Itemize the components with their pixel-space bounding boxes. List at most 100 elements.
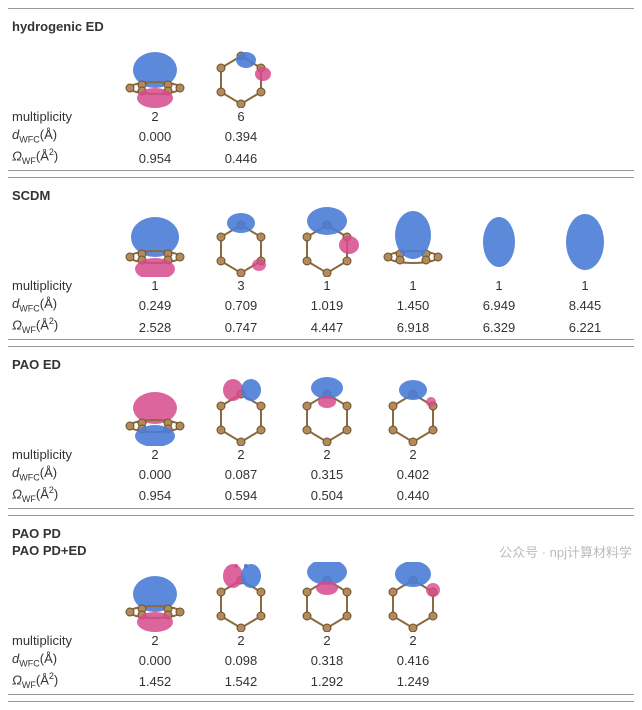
value-cell: 0.000 [112, 128, 198, 146]
orbital-viz [284, 376, 370, 446]
value-cell: 0.315 [284, 466, 370, 484]
value-cell: 2 [198, 632, 284, 650]
orbital-viz [112, 562, 198, 632]
row-label-omega: ΩWF(Å2) [8, 315, 112, 337]
value-cell: 0.087 [198, 466, 284, 484]
value-cell: 0.394 [198, 128, 284, 146]
value-cell: 1.292 [284, 673, 370, 691]
value-cell: 0.098 [198, 652, 284, 670]
value-cell: 6.329 [456, 319, 542, 337]
value-cell: 6.221 [542, 319, 628, 337]
row-label-omega: ΩWF(Å2) [8, 484, 112, 506]
orbital-viz [456, 207, 542, 277]
value-cell: 2 [284, 632, 370, 650]
orbital-viz [284, 207, 370, 277]
row-label-d: dWFC(Å) [8, 295, 112, 315]
data-row-omega: ΩWF(Å2)1.4521.5421.2921.249 [8, 670, 634, 695]
value-cell: 1 [112, 277, 198, 295]
panel: SCDMmultiplicity131111dWFC(Å)0.2490.7091… [8, 177, 634, 346]
value-cell: 1.019 [284, 297, 370, 315]
row-label-omega: ΩWF(Å2) [8, 146, 112, 168]
value-cell: 0.954 [112, 150, 198, 168]
orbital-row [8, 376, 634, 446]
value-cell: 2 [198, 446, 284, 464]
value-cell: 0.504 [284, 487, 370, 505]
orbital-viz [112, 207, 198, 277]
value-cell: 0.000 [112, 652, 198, 670]
row-label-multiplicity: multiplicity [8, 108, 112, 126]
value-cell: 6.949 [456, 297, 542, 315]
value-cell: 0.000 [112, 466, 198, 484]
figure-container: hydrogenic EDmultiplicity26dWFC(Å)0.0000… [8, 8, 634, 702]
data-row-multiplicity: multiplicity131111 [8, 277, 634, 295]
orbital-viz [542, 207, 628, 277]
row-label-omega: ΩWF(Å2) [8, 670, 112, 692]
value-cell: 0.249 [112, 297, 198, 315]
orbital-viz [198, 38, 284, 108]
orbital-viz [284, 562, 370, 632]
orbital-viz [370, 207, 456, 277]
value-cell: 0.416 [370, 652, 456, 670]
value-cell: 2 [370, 632, 456, 650]
row-label-multiplicity: multiplicity [8, 632, 112, 650]
value-cell: 2 [284, 446, 370, 464]
orbital-viz [112, 38, 198, 108]
value-cell: 0.954 [112, 487, 198, 505]
value-cell: 0.402 [370, 466, 456, 484]
method-label: SCDM [12, 188, 634, 203]
value-cell: 3 [198, 277, 284, 295]
value-cell: 2.528 [112, 319, 198, 337]
value-cell: 8.445 [542, 297, 628, 315]
row-label-d: dWFC(Å) [8, 126, 112, 146]
data-row-multiplicity: multiplicity2222 [8, 632, 634, 650]
data-row-omega: ΩWF(Å2)0.9540.5940.5040.440 [8, 484, 634, 509]
value-cell: 0.709 [198, 297, 284, 315]
row-label-d: dWFC(Å) [8, 650, 112, 670]
value-cell: 0.440 [370, 487, 456, 505]
panel: PAO EDmultiplicity2222dWFC(Å)0.0000.0870… [8, 346, 634, 515]
orbital-viz [112, 376, 198, 446]
data-row-d: dWFC(Å)0.2490.7091.0191.4506.9498.445 [8, 295, 634, 315]
method-label: hydrogenic ED [12, 19, 634, 34]
orbital-viz [370, 562, 456, 632]
row-label-d: dWFC(Å) [8, 464, 112, 484]
value-cell: 0.747 [198, 319, 284, 337]
value-cell: 1.249 [370, 673, 456, 691]
value-cell: 4.447 [284, 319, 370, 337]
value-cell: 1 [456, 277, 542, 295]
method-label: PAO PD [12, 526, 634, 541]
data-row-multiplicity: multiplicity2222 [8, 446, 634, 464]
data-row-multiplicity: multiplicity26 [8, 108, 634, 126]
value-cell: 2 [112, 108, 198, 126]
data-row-omega: ΩWF(Å2)0.9540.446 [8, 146, 634, 171]
data-row-omega: ΩWF(Å2)2.5280.7474.4476.9186.3296.221 [8, 315, 634, 340]
data-row-d: dWFC(Å)0.0000.0870.3150.402 [8, 464, 634, 484]
value-cell: 2 [112, 446, 198, 464]
orbital-viz [370, 376, 456, 446]
value-cell: 6.918 [370, 319, 456, 337]
data-row-d: dWFC(Å)0.0000.394 [8, 126, 634, 146]
value-cell: 1.450 [370, 297, 456, 315]
orbital-viz [198, 207, 284, 277]
orbital-viz [198, 376, 284, 446]
orbital-viz [198, 562, 284, 632]
value-cell: 0.446 [198, 150, 284, 168]
value-cell: 1 [284, 277, 370, 295]
panel: hydrogenic EDmultiplicity26dWFC(Å)0.0000… [8, 8, 634, 177]
orbital-row [8, 207, 634, 277]
value-cell: 2 [112, 632, 198, 650]
orbital-row [8, 38, 634, 108]
value-cell: 0.594 [198, 487, 284, 505]
value-cell: 6 [198, 108, 284, 126]
value-cell: 1 [370, 277, 456, 295]
row-label-multiplicity: multiplicity [8, 277, 112, 295]
orbital-row [8, 562, 634, 632]
value-cell: 1.542 [198, 673, 284, 691]
value-cell: 2 [370, 446, 456, 464]
value-cell: 0.318 [284, 652, 370, 670]
value-cell: 1.452 [112, 673, 198, 691]
data-row-d: dWFC(Å)0.0000.0980.3180.416 [8, 650, 634, 670]
row-label-multiplicity: multiplicity [8, 446, 112, 464]
method-label: PAO ED [12, 357, 634, 372]
value-cell: 1 [542, 277, 628, 295]
